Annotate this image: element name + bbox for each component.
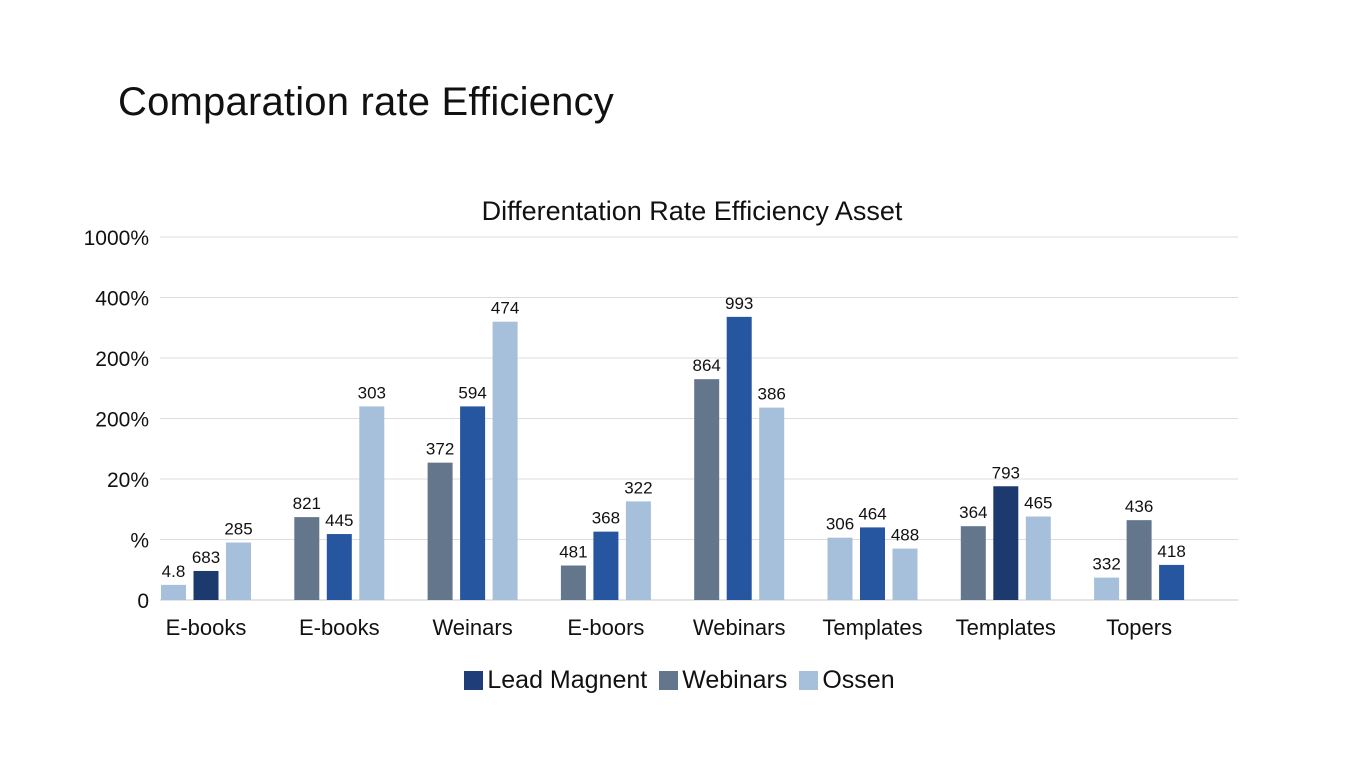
legend-label-lead-magnent: Lead Magnent: [487, 666, 648, 694]
legend-label-ossen: Ossen: [822, 666, 895, 694]
bar-value-label: 285: [224, 520, 252, 539]
bar-value-label: 418: [1157, 542, 1185, 561]
bar-value-label: 386: [758, 385, 786, 404]
bar[interactable]: [326, 534, 352, 600]
bar-value-label: 864: [693, 356, 721, 375]
bar[interactable]: [193, 570, 219, 600]
bar[interactable]: [1126, 520, 1152, 600]
bar-value-label: 372: [426, 440, 454, 459]
y-tick-label: 20%: [107, 469, 149, 492]
x-tick-label: Templates: [956, 615, 1056, 640]
y-tick-label: %: [130, 530, 149, 553]
y-tick-label: 200%: [95, 348, 149, 371]
bars: [161, 316, 1185, 600]
bar-value-label: 445: [325, 511, 353, 530]
bar[interactable]: [1159, 564, 1185, 600]
bar-value-label: 322: [624, 478, 652, 497]
x-tick-label: E-books: [166, 615, 247, 640]
legend-item-ossen[interactable]: Ossen: [799, 666, 895, 695]
x-tick-label: E-boors: [567, 615, 644, 640]
bar[interactable]: [759, 407, 785, 600]
bar-value-label: 436: [1125, 497, 1153, 516]
y-tick-label: 0: [137, 590, 149, 613]
bar[interactable]: [694, 379, 720, 600]
bar[interactable]: [492, 321, 518, 600]
y-axis-ticks: 1000% 400% 200% 200% 20%% 0: [84, 227, 149, 613]
x-tick-label: Webinars: [693, 615, 786, 640]
bar-value-label: 332: [1092, 555, 1120, 574]
legend: Lead Magnent Webinars Ossen: [0, 666, 1365, 695]
legend-item-webinars[interactable]: Webinars: [659, 666, 787, 695]
bar-value-label: 364: [959, 503, 987, 522]
bar[interactable]: [892, 548, 918, 600]
legend-item-lead-magnent[interactable]: Lead Magnent: [464, 666, 647, 695]
bar[interactable]: [161, 584, 186, 600]
legend-swatch-ossen: [799, 671, 819, 690]
bar-value-label: 594: [458, 383, 486, 402]
bar[interactable]: [1025, 516, 1051, 600]
bar-value-label: 306: [826, 515, 854, 534]
bar[interactable]: [560, 565, 586, 600]
y-tick-label: 1000%: [84, 227, 149, 250]
legend-label-webinars: Webinars: [682, 666, 788, 694]
x-axis-ticks: E-books E-books Weinars E-boors Webinars Temp…: [166, 615, 1172, 640]
bar-value-label: 4.8: [162, 562, 186, 581]
bar-value-label: 303: [358, 383, 386, 402]
y-tick-label: 200%: [95, 409, 149, 432]
page-title: Comparation rate Efficiency: [118, 80, 615, 124]
bar-value-label: 481: [559, 543, 587, 562]
bar-value-label: 488: [891, 526, 919, 545]
bar-value-label: 683: [192, 548, 220, 567]
bar-value-label: 464: [858, 504, 886, 523]
bar-value-label: 368: [592, 509, 620, 528]
bar[interactable]: [827, 537, 853, 600]
bar[interactable]: [993, 486, 1019, 600]
bar-value-label: 465: [1024, 494, 1052, 513]
legend-swatch-webinars: [659, 671, 679, 690]
bar[interactable]: [860, 527, 885, 600]
bar[interactable]: [593, 531, 619, 600]
bar-value-label: 793: [992, 463, 1020, 482]
bar[interactable]: [625, 501, 651, 600]
bar-value-label: 821: [293, 494, 321, 513]
bar-value-label: 474: [491, 299, 519, 318]
bar[interactable]: [726, 316, 752, 600]
bar[interactable]: [960, 526, 986, 600]
x-tick-label: E-books: [299, 615, 380, 640]
bar[interactable]: [427, 462, 453, 600]
legend-swatch-lead-magnent: [464, 671, 484, 690]
x-tick-label: Templates: [822, 615, 922, 640]
bar[interactable]: [359, 406, 385, 600]
bar[interactable]: [226, 542, 251, 600]
chart-title: Differentation Rate Efficiency Asset: [482, 196, 903, 226]
bar-value-label: 993: [725, 294, 753, 313]
bar[interactable]: [1094, 577, 1120, 600]
y-tick-label: 400%: [95, 288, 149, 311]
bar[interactable]: [294, 517, 320, 600]
x-tick-label: Topers: [1106, 615, 1172, 640]
x-tick-label: Weinars: [432, 615, 512, 640]
bar[interactable]: [460, 406, 486, 600]
